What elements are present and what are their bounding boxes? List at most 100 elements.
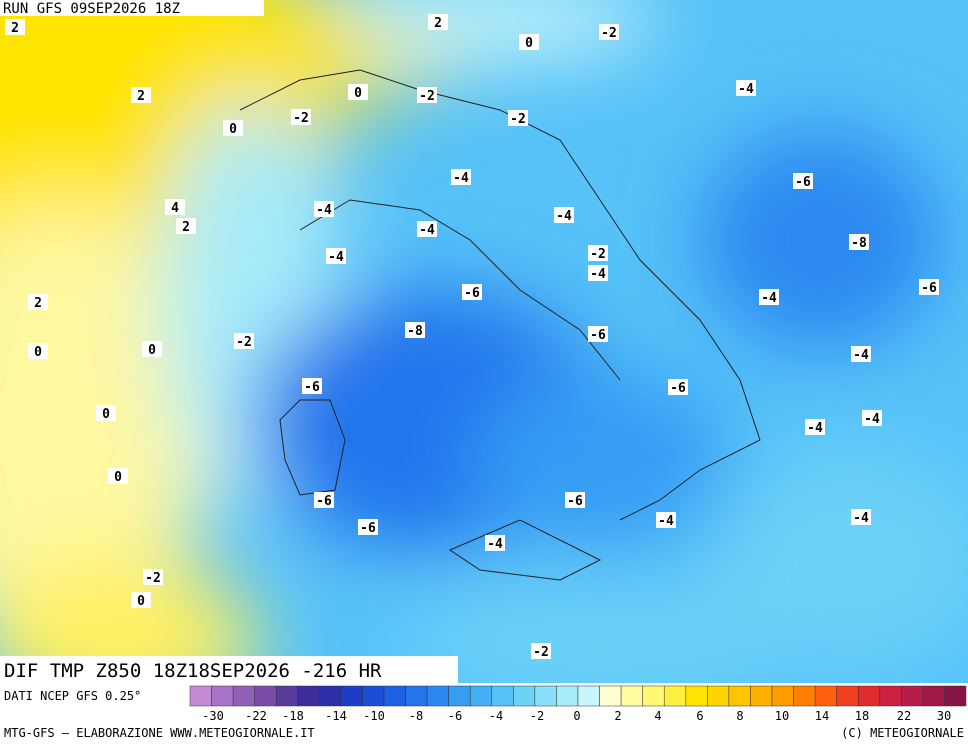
contour-label: -2 bbox=[236, 335, 252, 350]
colorbar-swatch bbox=[642, 685, 665, 707]
contour-label: -6 bbox=[921, 281, 937, 296]
temperature-field bbox=[0, 0, 968, 683]
contour-label-box bbox=[851, 509, 871, 525]
colorbar-swatch bbox=[728, 685, 751, 707]
contour-label: -2 bbox=[419, 89, 435, 104]
colorbar-swatch bbox=[275, 685, 299, 707]
contour-label: -4 bbox=[864, 412, 880, 427]
colorbar-label: -8 bbox=[409, 709, 423, 723]
colorbar-swatch bbox=[707, 685, 730, 707]
colorbar-swatch bbox=[491, 685, 514, 707]
contour-label: 2 bbox=[434, 16, 442, 31]
contour-label-box bbox=[165, 199, 185, 215]
colorbar-swatch bbox=[577, 685, 600, 707]
colorbar-label: 8 bbox=[736, 709, 743, 723]
field-box bbox=[0, 656, 458, 684]
colorbar-swatch bbox=[663, 685, 687, 707]
contour-label: -4 bbox=[316, 203, 332, 218]
colorbar-swatch bbox=[383, 685, 406, 707]
contour-label-box bbox=[554, 207, 574, 223]
colorbar-label: 30 bbox=[937, 709, 951, 723]
contour-label: -4 bbox=[761, 291, 777, 306]
colorbar-label: 18 bbox=[855, 709, 869, 723]
contour-label-box bbox=[849, 234, 869, 250]
contour-label: -4 bbox=[419, 223, 435, 238]
colorbar-swatch bbox=[448, 685, 471, 707]
contour-label: 0 bbox=[354, 86, 362, 101]
contour-label-box bbox=[805, 419, 825, 435]
contour-label-box bbox=[314, 201, 334, 217]
contour-label-box bbox=[5, 19, 25, 35]
contour-label-box bbox=[326, 248, 346, 264]
contour-label: -6 bbox=[567, 494, 583, 509]
colorbar-label: 22 bbox=[897, 709, 911, 723]
contour-label-box bbox=[291, 109, 311, 125]
contour-label-box bbox=[919, 279, 939, 295]
colorbar-label: 10 bbox=[775, 709, 789, 723]
contour-label: -4 bbox=[328, 250, 344, 265]
contour-label-box bbox=[302, 378, 322, 394]
colorbar-label: 14 bbox=[815, 709, 829, 723]
contour-label: -4 bbox=[487, 537, 503, 552]
contour-label: -6 bbox=[360, 521, 376, 536]
colorbar-swatch bbox=[901, 685, 924, 707]
contour-label: -6 bbox=[304, 380, 320, 395]
colorbar-swatch bbox=[469, 685, 493, 707]
colorbar-label: -18 bbox=[282, 709, 304, 723]
colorbar-swatch bbox=[405, 685, 428, 707]
contour-label-box bbox=[451, 169, 471, 185]
contour-label-box bbox=[143, 569, 163, 585]
contour-label-box bbox=[588, 326, 608, 342]
contour-label-box bbox=[234, 333, 254, 349]
contour-label-box bbox=[519, 34, 539, 50]
contour-label: -6 bbox=[316, 494, 332, 509]
contour-label-box bbox=[176, 218, 196, 234]
contour-label: -8 bbox=[851, 236, 867, 251]
colorbar-label: 0 bbox=[573, 709, 580, 723]
colorbar-swatch bbox=[857, 685, 881, 707]
contour-label-box bbox=[462, 284, 482, 300]
colorbar-swatch bbox=[189, 685, 212, 707]
contour-label-box bbox=[565, 492, 585, 508]
colorbar-label: 4 bbox=[654, 709, 661, 723]
contour-label: -4 bbox=[590, 267, 606, 282]
colorbar-swatch bbox=[814, 685, 837, 707]
contour-label: -4 bbox=[738, 82, 754, 97]
colorbar-swatch bbox=[319, 685, 342, 707]
colorbar-label: 6 bbox=[696, 709, 703, 723]
colorbar-swatch bbox=[534, 685, 557, 707]
colorbar-swatch bbox=[599, 685, 622, 707]
contour-label: -2 bbox=[590, 247, 606, 262]
contour-label: 2 bbox=[34, 296, 42, 311]
contour-label: 0 bbox=[229, 122, 237, 137]
colorbar-swatch bbox=[513, 685, 536, 707]
contour-label-box bbox=[28, 343, 48, 359]
colorbar-label: 2 bbox=[614, 709, 621, 723]
contour-label: 0 bbox=[525, 36, 533, 51]
contour-label-box bbox=[131, 592, 151, 608]
source-text: DATI NCEP GFS 0.25° bbox=[4, 689, 141, 703]
colorbar-swatch bbox=[685, 685, 708, 707]
colorbar-swatch bbox=[836, 685, 859, 707]
contour-label: -8 bbox=[407, 324, 423, 339]
contour-label-box bbox=[531, 643, 551, 659]
colorbar-swatch bbox=[922, 685, 945, 707]
contour-label-box bbox=[28, 294, 48, 310]
contour-label-box bbox=[851, 346, 871, 362]
colorbar-swatch bbox=[879, 685, 902, 707]
credit-left: MTG-GFS — ELABORAZIONE WWW.METEOGIORNALE… bbox=[4, 726, 315, 740]
colorbar-label: -6 bbox=[448, 709, 462, 723]
colorbar-swatch bbox=[620, 685, 643, 707]
contour-label-box bbox=[862, 410, 882, 426]
contour-label: 2 bbox=[11, 21, 19, 36]
field-title: DIF TMP Z850 18Z18SEP2026 -216 HR bbox=[4, 660, 382, 682]
run-title: RUN GFS 09SEP2026 18Z bbox=[3, 1, 180, 17]
contour-label: 0 bbox=[34, 345, 42, 360]
contour-label: -2 bbox=[601, 26, 617, 41]
contour-label-box bbox=[508, 110, 528, 126]
colorbar-swatch bbox=[750, 685, 773, 707]
contour-label: 0 bbox=[137, 594, 145, 609]
contour-label: -6 bbox=[590, 328, 606, 343]
colorbar-label: -30 bbox=[202, 709, 224, 723]
